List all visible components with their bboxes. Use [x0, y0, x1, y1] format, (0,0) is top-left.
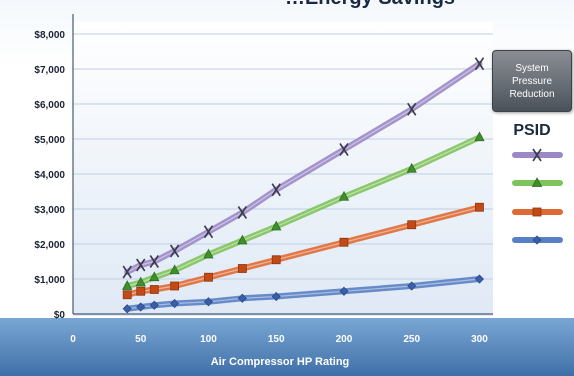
legend-entry — [512, 177, 563, 187]
data-point — [170, 281, 180, 291]
x-axis-label: Air Compressor HP Rating — [210, 356, 350, 368]
data-point — [338, 190, 350, 201]
y-tick-label: $2,000 — [34, 240, 65, 251]
data-point — [339, 237, 349, 247]
data-point — [170, 298, 180, 309]
y-tick-label: $0 — [54, 310, 66, 321]
x-tick-label: 200 — [336, 334, 353, 345]
data-point — [474, 131, 485, 142]
data-point — [237, 206, 248, 219]
data-point — [149, 271, 160, 282]
data-point — [237, 293, 247, 303]
data-point — [237, 234, 248, 245]
data-point — [136, 258, 146, 272]
legend-entry — [512, 148, 563, 162]
legend-marker — [532, 235, 542, 245]
data-point — [339, 143, 349, 156]
legend-entry — [512, 207, 563, 217]
y-tick-label: $7,000 — [34, 65, 65, 76]
data-point — [407, 102, 417, 116]
legend-marker — [532, 207, 542, 217]
x-tick-label: 100 — [200, 334, 217, 345]
y-tick-label: $5,000 — [34, 135, 65, 146]
data-point — [149, 255, 159, 268]
y-tick-label: $8,000 — [34, 30, 65, 41]
data-point — [204, 272, 213, 282]
y-tick-label: $1,000 — [34, 275, 65, 286]
data-point — [203, 297, 214, 307]
series-2 — [122, 131, 485, 290]
plot-area — [73, 22, 493, 316]
series-line — [124, 276, 483, 312]
grid — [73, 33, 493, 280]
data-point — [407, 281, 417, 291]
data-point — [135, 276, 146, 287]
series-line-highlight — [127, 278, 480, 310]
data-point — [203, 248, 214, 259]
chart-title: …Energy Savings — [250, 0, 490, 10]
x-tick-label: 50 — [135, 334, 147, 345]
data-point — [149, 285, 159, 294]
data-point — [136, 302, 146, 312]
series-4 — [122, 274, 485, 314]
series-line-highlight — [127, 206, 480, 296]
data-point — [271, 183, 281, 197]
x-tick-label: 150 — [268, 334, 285, 345]
data-point — [271, 255, 281, 265]
axes — [72, 14, 493, 315]
legend-title: System Pressure Reduction — [492, 50, 572, 112]
legend-subtitle: PSID — [513, 122, 551, 139]
data-point — [122, 304, 132, 314]
data-point — [407, 220, 417, 230]
series-line — [124, 60, 483, 275]
legend-marker — [532, 148, 542, 162]
series-1 — [122, 57, 485, 279]
series-3 — [122, 202, 484, 300]
data-point — [475, 202, 484, 212]
data-point — [339, 286, 349, 296]
series-lines — [122, 57, 485, 314]
data-point — [406, 162, 417, 173]
data-point — [237, 264, 247, 273]
data-point — [136, 286, 146, 296]
x-tick-label: 300 — [471, 334, 488, 345]
data-point — [203, 225, 214, 239]
data-point — [122, 265, 132, 279]
series-line — [124, 134, 483, 289]
data-point — [149, 300, 159, 310]
series-line-highlight — [126, 63, 480, 273]
y-tick-label: $6,000 — [34, 100, 65, 111]
data-point — [271, 220, 282, 231]
x-axis-band — [0, 318, 574, 376]
x-tick-label: 0 — [70, 334, 76, 345]
series-line-highlight — [127, 136, 480, 287]
data-point — [474, 57, 485, 71]
x-tick-labels: 0 50 100 150 200 250 300 — [70, 334, 488, 345]
legend-items — [512, 148, 563, 245]
y-tick-labels: $0 $1,000 $2,000 $3,000 $4,000 $5,000 $6,000 $7… — [34, 30, 65, 321]
legend-entry — [512, 235, 563, 245]
data-point — [271, 291, 281, 302]
data-point — [474, 274, 485, 284]
y-tick-label: $4,000 — [34, 170, 65, 181]
x-tick-label: 250 — [403, 334, 420, 345]
data-point — [169, 244, 180, 258]
data-point — [122, 290, 132, 300]
data-point — [122, 280, 133, 290]
y-tick-label: $3,000 — [34, 205, 65, 216]
series-line — [124, 204, 483, 298]
legend-marker — [531, 177, 543, 187]
data-point — [169, 264, 180, 275]
